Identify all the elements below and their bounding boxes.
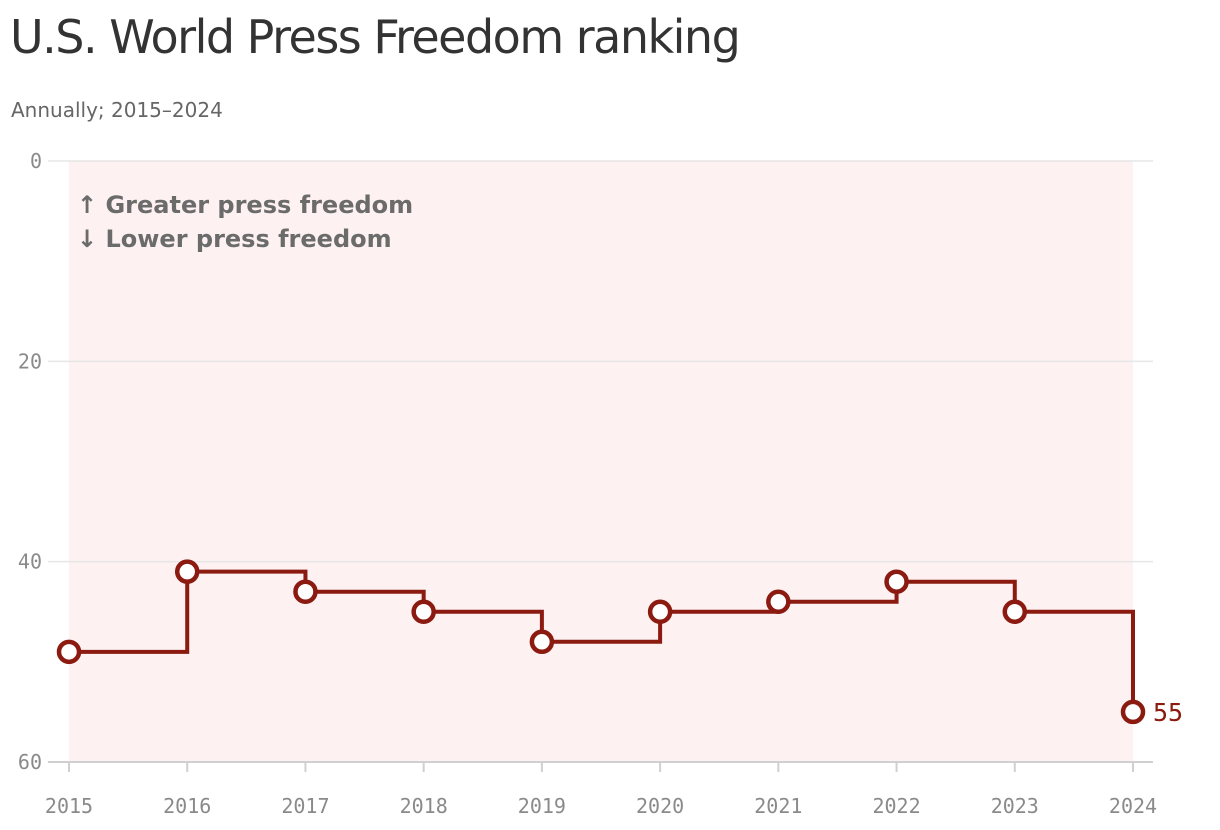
y-tick-label: 60 — [18, 750, 42, 774]
x-tick-label: 2022 — [872, 794, 920, 818]
x-tick-label: 2015 — [45, 794, 93, 818]
data-point — [293, 579, 318, 604]
x-axis-ticks: 2015 2016 2017 2018 2019 2020 2021 2022 2023 2024 — [45, 762, 1157, 818]
data-markers — [56, 559, 1146, 725]
end-label-group: 55 — [1153, 698, 1183, 727]
x-tick-label: 2024 — [1109, 794, 1157, 818]
data-point — [766, 589, 791, 614]
data-point — [174, 559, 200, 584]
x-tick-label: 2021 — [754, 794, 802, 818]
x-tick-label: 2018 — [400, 794, 448, 818]
x-tick-label: 2016 — [163, 794, 211, 818]
data-point — [884, 569, 909, 594]
x-tick-label: 2020 — [636, 794, 684, 818]
data-point — [411, 599, 436, 624]
data-point — [647, 599, 673, 624]
y-tick-label: 40 — [18, 550, 42, 574]
data-point — [529, 629, 555, 655]
end-value-label: 55 — [1153, 698, 1183, 727]
chart-title: U.S. World Press Freedom ranking — [10, 10, 741, 64]
data-point — [1002, 599, 1028, 624]
y-tick-label: 0 — [30, 149, 42, 173]
annotation-text: ↓ Lower press freedom — [77, 225, 392, 253]
x-tick-label: 2019 — [518, 794, 566, 818]
data-point — [1120, 699, 1146, 725]
x-tick-label: 2023 — [991, 794, 1039, 818]
gridlines — [48, 160, 1153, 563]
annotation-text: ↑ Greater press freedom — [77, 191, 413, 219]
x-tick-label: 2017 — [281, 794, 329, 818]
series-step-line — [69, 569, 1135, 712]
y-tick-label: 20 — [18, 349, 42, 373]
annotations: ↑ Greater press freedom ↓ Lower press fre… — [77, 191, 413, 253]
chart-subtitle: Annually; 2015–2024 — [11, 98, 223, 122]
y-axis-labels: 0 20 40 60 — [18, 149, 42, 774]
background-band — [69, 161, 1133, 762]
data-point — [56, 639, 82, 665]
